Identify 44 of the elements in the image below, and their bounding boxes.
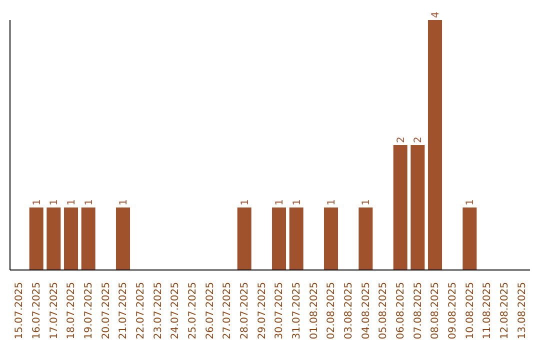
x-tick-label: 25.07.2025 [188, 282, 198, 340]
x-tick-label: 27.07.2025 [222, 282, 234, 340]
x-tick-label: 21.07.2025 [118, 282, 130, 340]
x-tick-label: 19.07.2025 [84, 282, 94, 340]
data-label: 4 [430, 12, 442, 18]
data-label: 1 [49, 199, 60, 206]
data-label: 1 [84, 199, 95, 206]
x-tick-label: 23.07.2025 [152, 282, 164, 340]
x-tick-label: 18.07.2025 [66, 282, 78, 340]
x-tick-label: 07.08.2025 [412, 282, 424, 340]
x-tick-label: 11.08.2025 [482, 282, 494, 340]
data-label: 1 [465, 199, 476, 206]
x-tick-label: 29.07.2025 [256, 282, 268, 340]
x-tick-label: 10.08.2025 [464, 282, 476, 340]
data-label: 1 [292, 199, 303, 206]
data-label: 1 [361, 199, 372, 206]
x-tick-label: 01.08.2025 [308, 282, 320, 340]
data-label: 1 [274, 199, 286, 206]
data-label: 1 [326, 199, 338, 206]
data-label: 1 [118, 199, 130, 206]
x-tick-label: 30.07.2025 [274, 282, 286, 340]
x-tick-label: 04.08.2025 [360, 282, 372, 340]
x-tick-label: 13.08.2025 [516, 282, 528, 340]
x-tick-label: 26.07.2025 [204, 282, 216, 340]
x-tick-label: 28.07.2025 [240, 282, 250, 340]
data-label: 1 [66, 199, 78, 206]
x-tick-label: 02.08.2025 [326, 282, 338, 340]
x-tick-label: 12.08.2025 [500, 282, 510, 340]
x-tick-label: 09.08.2025 [448, 282, 458, 340]
x-tick-label: 15.07.2025 [14, 282, 26, 340]
data-label: 2 [396, 136, 407, 143]
x-tick-label: 03.08.2025 [344, 282, 354, 340]
data-label: 1 [32, 199, 43, 206]
x-tick-label: 22.07.2025 [136, 282, 146, 340]
x-tick-label: 08.08.2025 [430, 282, 442, 340]
x-tick-label: 20.07.2025 [100, 282, 112, 340]
x-tick-label: 06.08.2025 [396, 282, 406, 340]
x-tick-label: 16.07.2025 [32, 282, 42, 340]
data-label: 2 [413, 136, 424, 143]
x-tick-label: 24.07.2025 [170, 282, 182, 340]
data-label: 1 [240, 199, 251, 206]
x-tick-label: 31.07.2025 [292, 282, 302, 340]
x-tick-label: 05.08.2025 [378, 282, 390, 340]
x-tick-label: 17.07.2025 [48, 282, 60, 340]
